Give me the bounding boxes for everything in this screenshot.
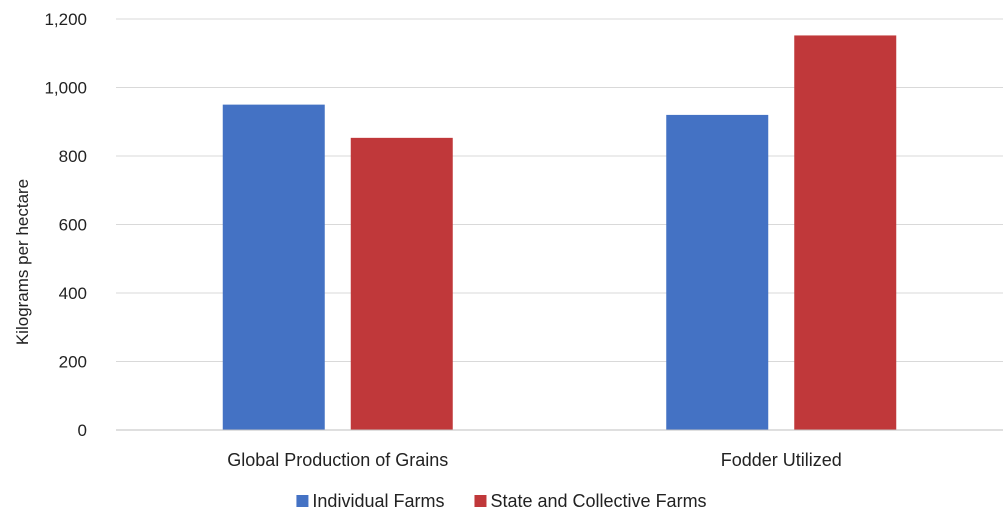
legend-swatch — [296, 495, 309, 507]
bar-state-and-collective-farms-1 — [350, 137, 453, 430]
x-category-label: Fodder Utilized — [721, 450, 842, 470]
x-category-label: Global Production of Grains — [227, 450, 448, 470]
bar-state-and-collective-farms-2 — [794, 35, 897, 430]
y-tick-label: 600 — [59, 216, 87, 235]
y-tick-label: 800 — [59, 147, 87, 166]
y-tick-label: 1,200 — [44, 10, 87, 29]
legend-swatch — [474, 495, 487, 507]
y-axis-ticks: 0 200 400 600 800 1,000 1,200 — [44, 10, 87, 440]
y-axis-title: Kilograms per hectare — [13, 179, 32, 345]
y-tick-label: 200 — [59, 353, 87, 372]
legend-item: Individual Farms — [296, 491, 444, 511]
y-tick-label: 0 — [78, 421, 87, 440]
bar-individual-farms-1 — [222, 104, 325, 430]
legend-item: State and Collective Farms — [474, 491, 707, 511]
legend: Individual Farms State and Collective Far… — [296, 491, 707, 511]
x-axis-labels: Global Production of Grains Fodder Utiliz… — [227, 450, 842, 470]
y-tick-label: 400 — [59, 284, 87, 303]
legend-label: Individual Farms — [312, 491, 444, 511]
bars — [222, 35, 897, 431]
y-tick-label: 1,000 — [44, 79, 87, 98]
bar-individual-farms-2 — [666, 114, 769, 431]
legend-label: State and Collective Farms — [490, 491, 706, 511]
